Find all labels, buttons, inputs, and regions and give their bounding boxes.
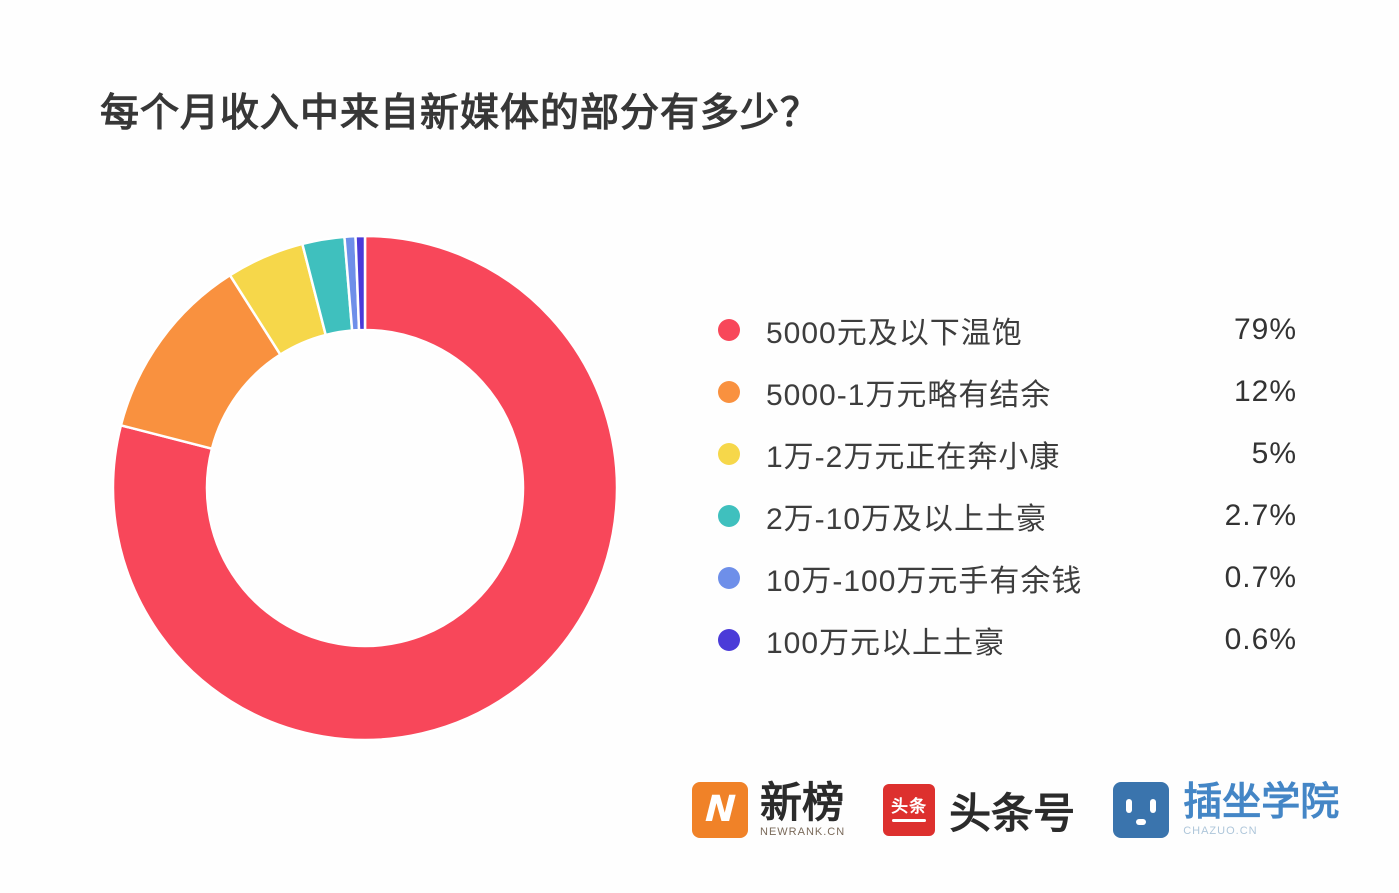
legend-item-1: 5000-1万元略有结余 12% (705, 361, 1297, 423)
chazuo-badge-icon (1113, 782, 1170, 838)
legend-item-2: 1万-2万元正在奔小康 5% (705, 423, 1297, 485)
legend-item-4: 10万-100万元手有余钱 0.7% (705, 547, 1297, 609)
legend-item-0: 5000元及以下温饱 79% (705, 299, 1297, 361)
legend-color-dot (718, 629, 740, 651)
chazuo-face-icon (1126, 799, 1157, 825)
legend-label: 1万-2万元正在奔小康 (766, 441, 1061, 474)
legend-label: 5000元及以下温饱 (766, 317, 1023, 350)
legend-label: 2万-10万及以上土豪 (766, 503, 1048, 536)
toutiao-wordmark: 头条号 (949, 789, 1076, 837)
donut-chart (111, 234, 619, 742)
chazuo-logo: 插坐学院 CHAZUO.CN (1113, 782, 1339, 838)
newrank-logo: N 新榜 NEWRANK.CN (692, 782, 845, 838)
legend-label: 5000-1万元略有结余 (766, 379, 1052, 412)
legend-label: 100万元以上土豪 (766, 627, 1006, 660)
legend-color-dot (718, 319, 740, 341)
legend-color-dot (718, 567, 740, 589)
newrank-wordmark: 新榜 (760, 779, 845, 826)
legend-percent: 12% (1233, 375, 1297, 408)
toutiao-badge-text: 头条 (891, 797, 928, 816)
legend-percent: 2.7% (1224, 499, 1297, 532)
toutiao-badge-icon: 头条 (883, 784, 936, 836)
legend-percent: 0.6% (1224, 623, 1297, 656)
legend-label: 10万-100万元手有余钱 (766, 565, 1083, 598)
page-title: 每个月收入中来自新媒体的部分有多少？ (100, 92, 821, 135)
newrank-domain-text: NEWRANK.CN (760, 826, 846, 838)
legend-color-dot (718, 443, 740, 465)
chart-legend: 5000元及以下温饱 79% 5000-1万元略有结余 12% 1万-2万元正在奔小康 5… (705, 299, 1297, 671)
legend-percent: 0.7% (1224, 561, 1297, 594)
chazuo-domain-text: CHAZUO.CN (1183, 825, 1258, 837)
legend-color-dot (718, 381, 740, 403)
chazuo-wordmark: 插坐学院 (1183, 781, 1340, 824)
donut-slice-5 (354, 234, 367, 332)
newrank-badge-icon: N (692, 782, 748, 838)
legend-percent: 5% (1251, 437, 1297, 470)
donut-slice-0 (111, 234, 619, 742)
legend-item-5: 100万元以上土豪 0.6% (705, 609, 1297, 671)
legend-color-dot (718, 505, 740, 527)
newrank-n-glyph: N (699, 789, 741, 830)
donut-chart-container (111, 234, 619, 742)
footer-logos: N 新榜 NEWRANK.CN 头条 头条号 插 (692, 774, 1339, 846)
legend-item-3: 2万-10万及以上土豪 2.7% (705, 485, 1297, 547)
toutiao-logo: 头条 头条号 (883, 780, 1075, 841)
toutiao-badge-underline (892, 819, 927, 822)
legend-percent: 79% (1233, 313, 1297, 346)
